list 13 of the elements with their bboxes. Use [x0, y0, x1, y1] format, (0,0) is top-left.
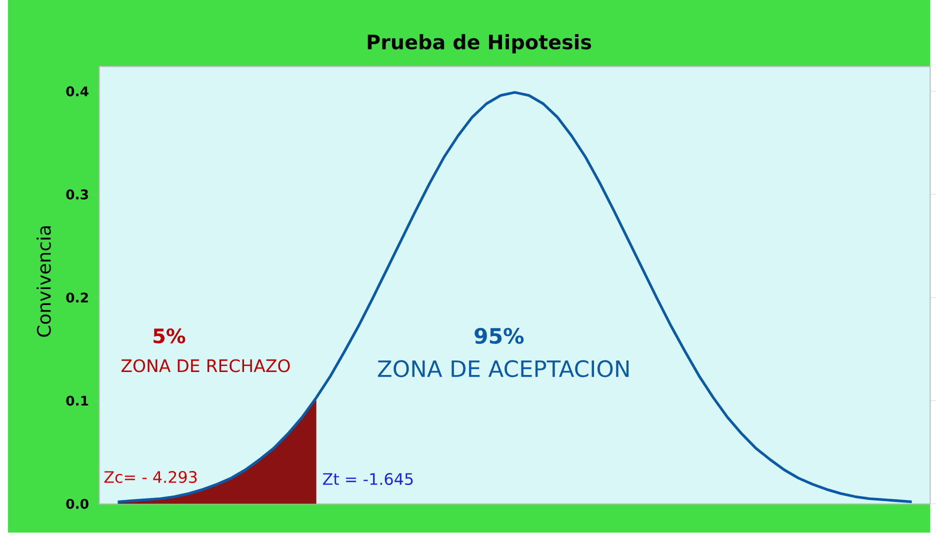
y-tick-label: 0.2 [66, 292, 88, 303]
y-tick-label: 0.1 [66, 396, 88, 406]
y-tick-label: 0.0 [66, 499, 88, 510]
annotation: 5% [154, 328, 186, 344]
annotation: ZONA DE ACEPTACION [378, 360, 629, 378]
y-axis-title: Convivencia [36, 226, 51, 337]
chart-title: Prueba de Hipotesis [368, 34, 592, 54]
annotation: Zc= - 4.293 [104, 471, 197, 484]
annotation: 95% [474, 328, 524, 344]
annotation: ZONA DE RECHAZO [121, 359, 290, 372]
y-tick-label: 0.3 [66, 190, 88, 200]
annotation: Zt = -1.645 [322, 473, 413, 486]
y-tick-label: 0.4 [66, 86, 88, 97]
